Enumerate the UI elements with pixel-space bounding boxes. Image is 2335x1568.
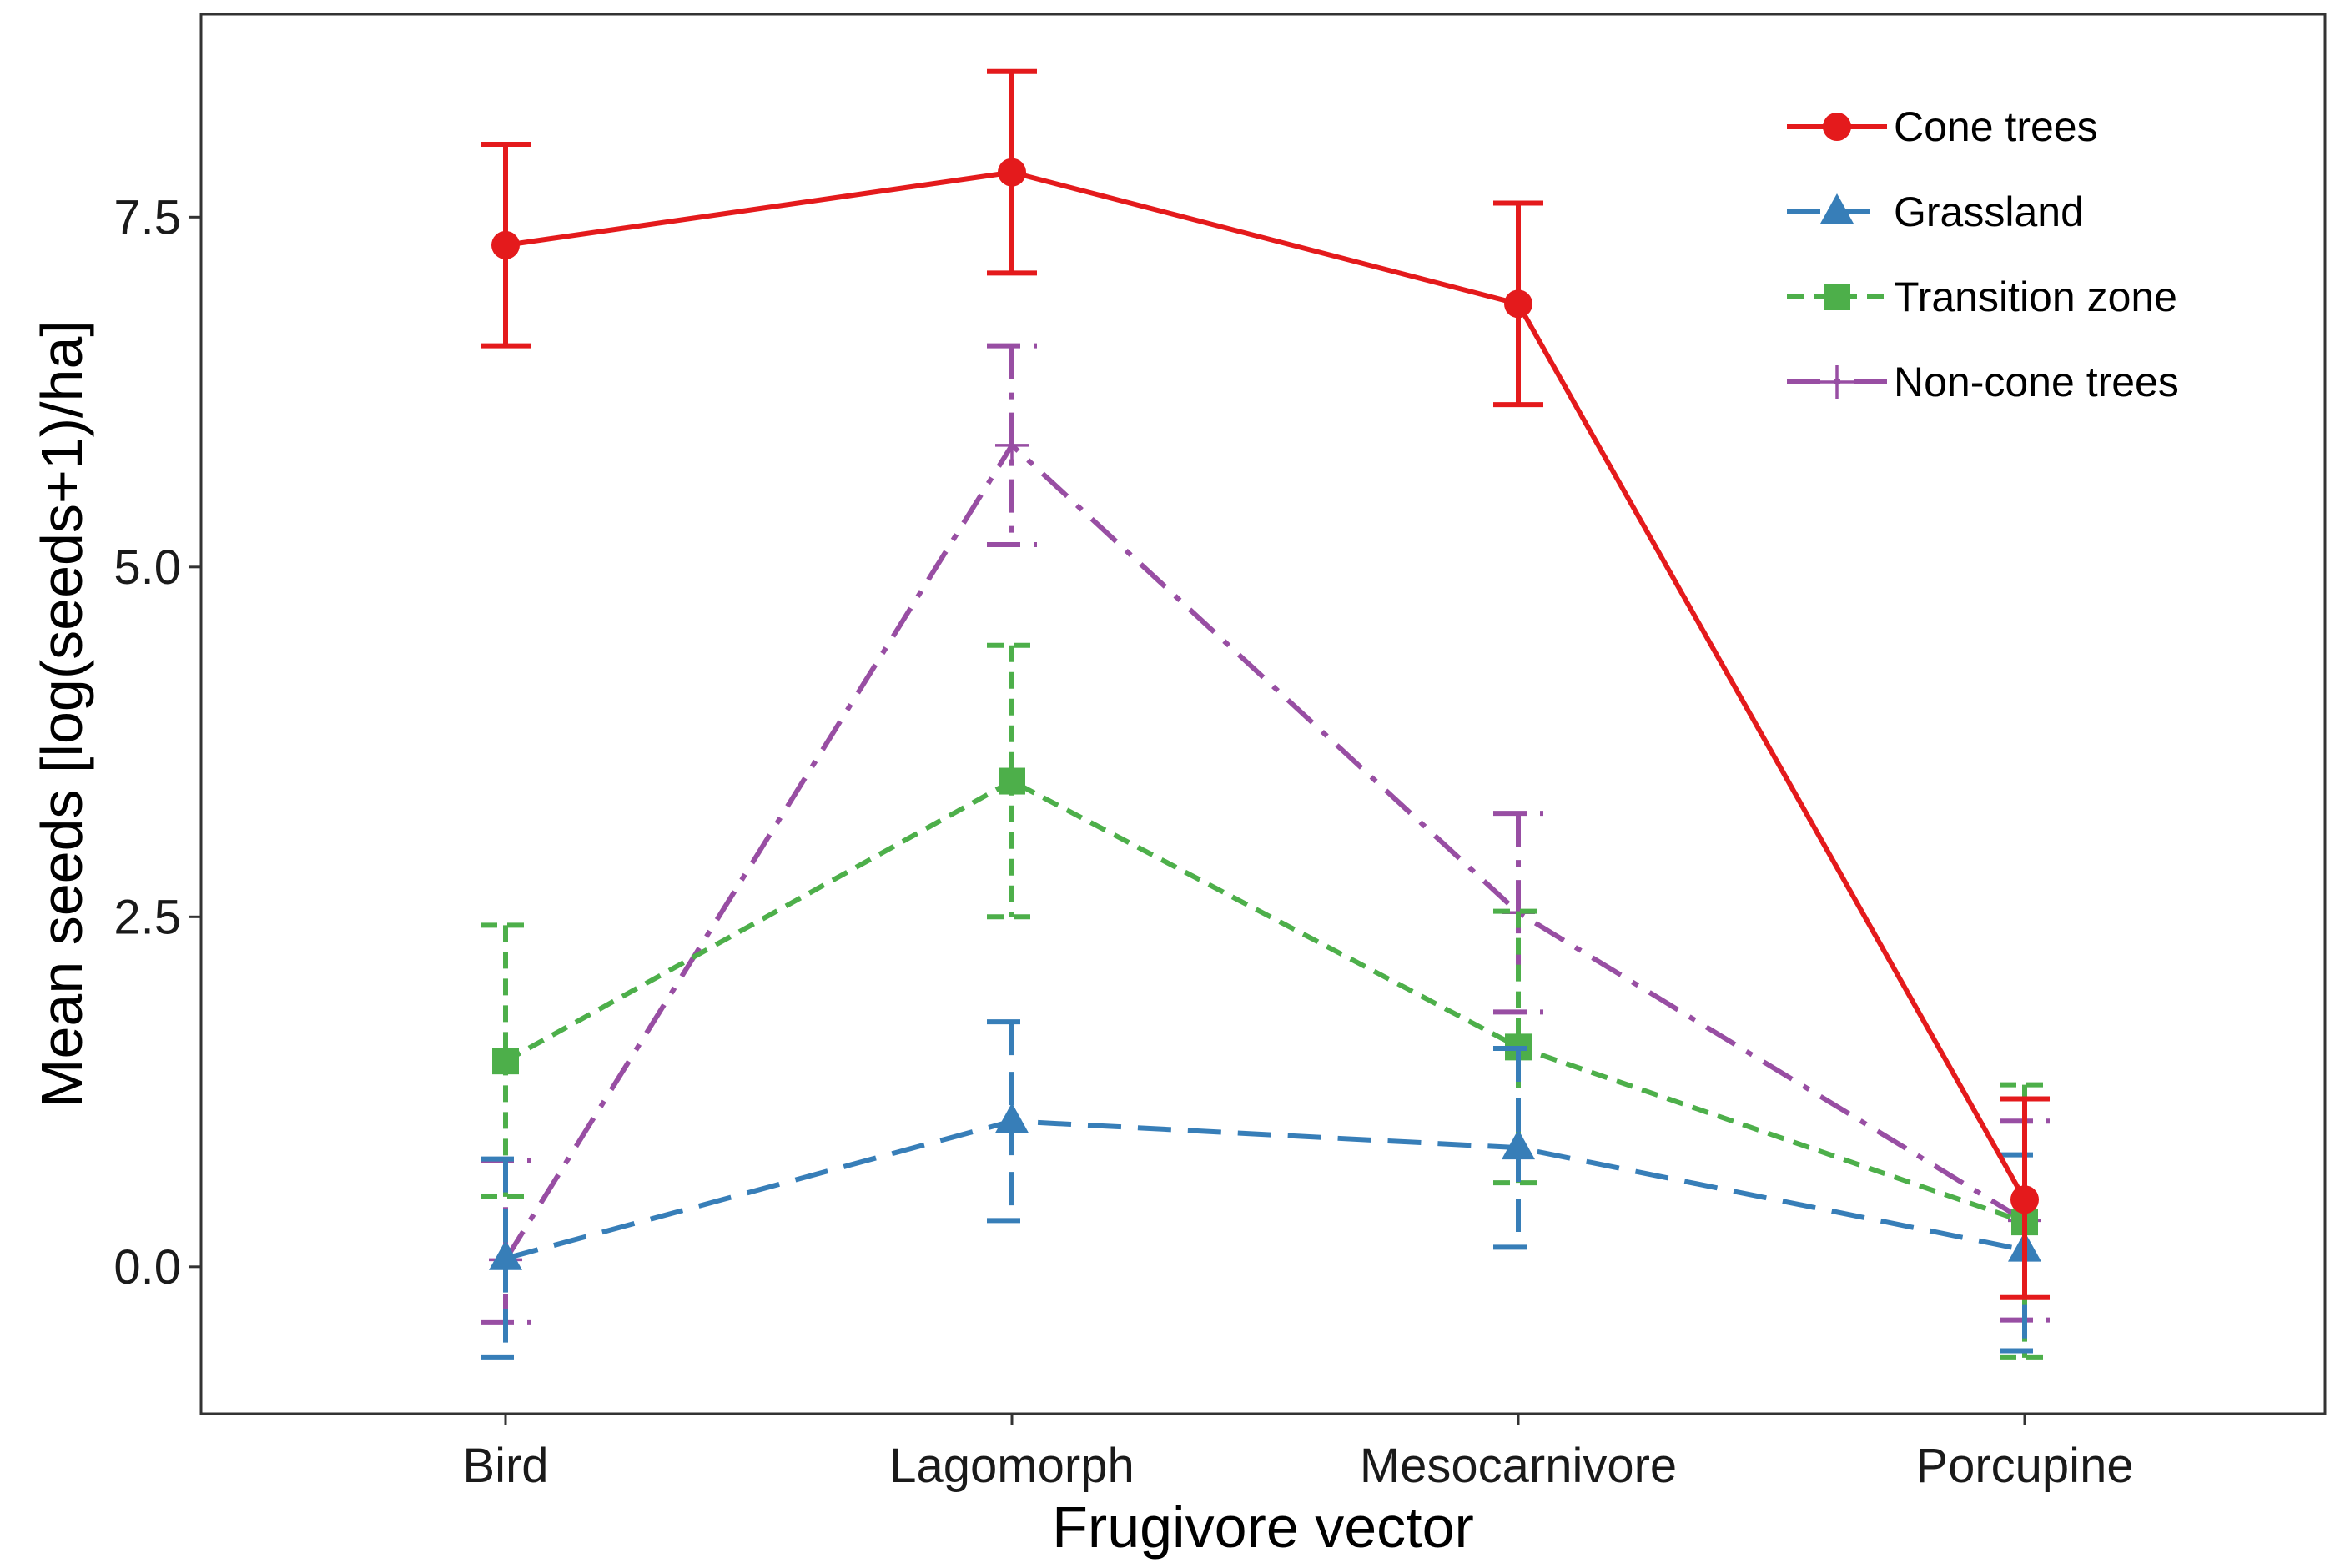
- y-tick-label: 7.5: [113, 190, 181, 244]
- y-axis: 0.0 2.5 5.0 7.5: [113, 190, 201, 1294]
- series-line-grassland: [505, 1118, 2026, 1261]
- legend-marker: [1823, 113, 1851, 141]
- legend-label: Cone trees: [1894, 103, 2098, 150]
- data-point-cone-trees: [1504, 289, 1532, 319]
- series-line-transition-zone: [504, 778, 2026, 1224]
- series-line-cone-trees: [505, 169, 2027, 1201]
- data-point-transition-zone: [999, 767, 1025, 795]
- x-tick-label: Lagomorph: [889, 1439, 1134, 1493]
- series-cone-trees: [481, 68, 2050, 1300]
- legend-label: Transition zone: [1894, 274, 2177, 320]
- error-bar-grassland: [1493, 1046, 1543, 1250]
- legend-item-non-cone-trees: Non-cone trees: [1787, 359, 2179, 405]
- y-tick-label: 0.0: [113, 1240, 181, 1294]
- series-line-non-cone-trees: [503, 442, 2026, 1262]
- data-point-non-cone-trees: [995, 428, 1029, 462]
- error-bar-grassland: [481, 1156, 531, 1360]
- legend-marker: [1824, 284, 1850, 310]
- x-tick-label: Porcupine: [1915, 1439, 2133, 1493]
- data-point-transition-zone: [492, 1048, 519, 1075]
- data-point-grassland: [489, 1239, 522, 1270]
- x-tick-label: Mesocarnivore: [1360, 1439, 1677, 1493]
- series-layer: [481, 68, 2050, 1360]
- y-axis-title: Mean seeds [log(seeds+1)/ha]: [29, 320, 94, 1108]
- x-axis: Bird Lagomorph Mesocarnivore Porcupine: [462, 1414, 2134, 1493]
- x-axis-title: Frugivore vector: [1052, 1495, 1474, 1560]
- data-point-cone-trees: [491, 230, 520, 259]
- series-grassland: [481, 1019, 2050, 1360]
- y-tick-label: 2.5: [113, 890, 181, 944]
- legend-item-transition-zone: Transition zone: [1787, 274, 2177, 320]
- legend-item-grassland: Grassland: [1787, 188, 2084, 235]
- error-bar-grassland: [987, 1019, 1037, 1224]
- data-point-cone-trees: [2010, 1185, 2039, 1214]
- data-point-cone-trees: [998, 158, 1026, 187]
- legend-label: Non-cone trees: [1894, 359, 2179, 405]
- legend-item-cone-trees: Cone trees: [1787, 103, 2098, 150]
- data-point-grassland: [995, 1103, 1029, 1133]
- legend-marker: [1820, 193, 1854, 224]
- legend-marker: [1820, 365, 1854, 399]
- data-point-grassland: [1502, 1129, 1535, 1160]
- legend-label: Grassland: [1894, 188, 2084, 235]
- x-tick-label: Bird: [462, 1439, 548, 1493]
- legend: Cone trees Grassland Transition zone Non-co…: [1787, 103, 2179, 405]
- y-tick-label: 5.0: [113, 540, 181, 595]
